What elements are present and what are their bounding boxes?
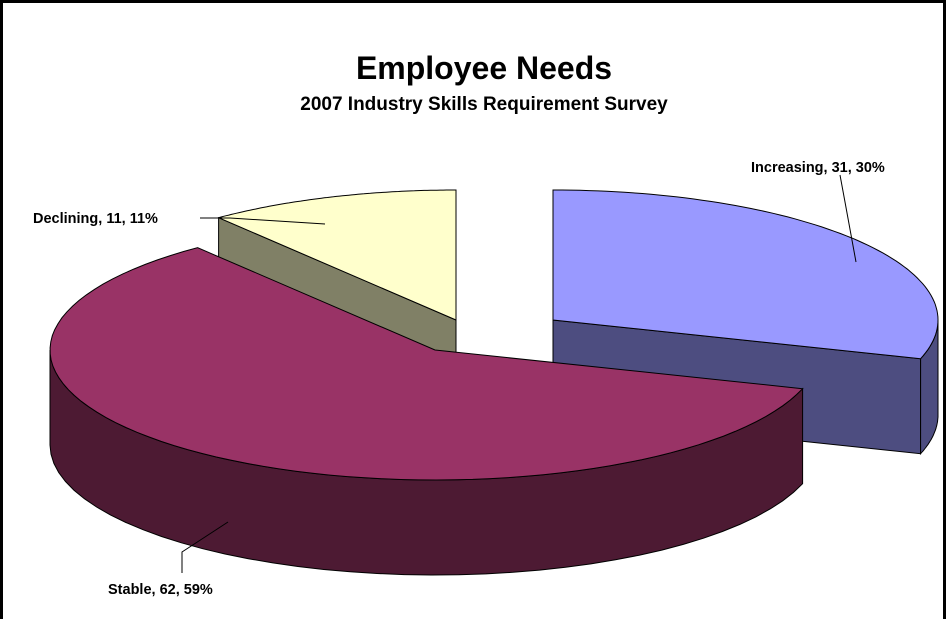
frame-top-border — [0, 0, 946, 3]
chart-subtitle: 2007 Industry Skills Requirement Survey — [300, 94, 668, 115]
leader-line-stable — [181, 521, 229, 573]
chart-title: Employee Needs — [356, 50, 612, 86]
leader-line-increasing — [839, 174, 857, 263]
slice-label-stable: Stable, 62, 59% — [108, 582, 213, 598]
slice-top-increasing — [552, 189, 939, 360]
slice-label-increasing: Increasing, 31, 30% — [751, 160, 885, 176]
leader-line-declining — [200, 217, 326, 225]
pie-slices — [49, 189, 939, 576]
slice-top-declining — [217, 189, 457, 321]
slice-label-declining: Declining, 11, 11% — [33, 211, 158, 227]
frame-right-border — [943, 0, 946, 619]
frame-left-border — [0, 0, 3, 619]
slice-top-stable — [49, 247, 804, 481]
